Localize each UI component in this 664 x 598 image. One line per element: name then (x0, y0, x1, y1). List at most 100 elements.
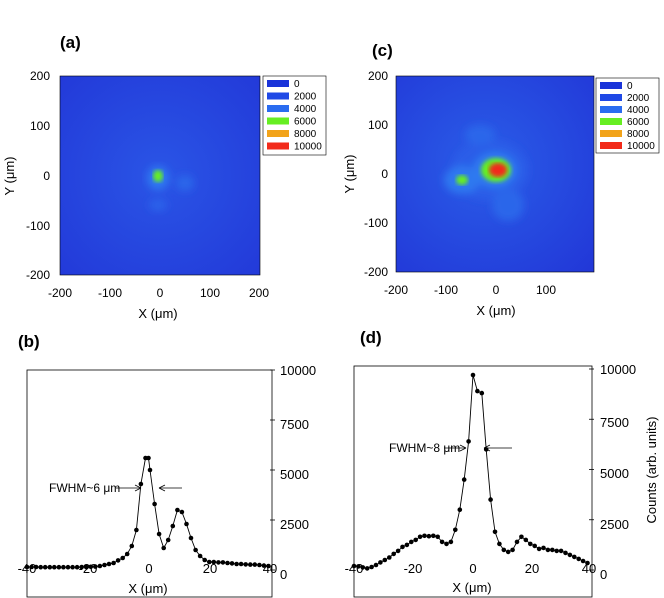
data-point (492, 529, 498, 535)
data-point (220, 560, 226, 565)
data-point (252, 562, 258, 567)
data-point (448, 539, 454, 545)
data-point (479, 390, 485, 396)
x-axis-title: X (μm) (138, 306, 177, 321)
x-tick-label: 100 (536, 283, 556, 297)
data-point (356, 564, 361, 569)
data-point (216, 560, 221, 565)
data-point (24, 564, 30, 570)
y-tick-label: 5000 (600, 466, 629, 481)
legend-label: 2000 (627, 93, 650, 104)
data-point (373, 562, 379, 568)
data-point (536, 546, 542, 552)
data-point (152, 501, 157, 507)
data-point (111, 560, 116, 566)
data-point (74, 564, 80, 570)
x-tick-label: 20 (525, 561, 539, 576)
data-point (29, 564, 34, 570)
y-tick-label: 100 (368, 118, 388, 132)
panel-label-b: (b) (18, 332, 40, 351)
plot-d-frame (353, 365, 593, 598)
y-tick-label: -100 (364, 216, 388, 230)
data-point (124, 551, 130, 557)
legend-swatch (267, 92, 289, 100)
data-point (426, 533, 432, 539)
legend-swatch (600, 118, 622, 125)
profile-line-b (27, 457, 269, 568)
data-point (382, 557, 388, 563)
data-point (554, 548, 559, 554)
data-point (541, 545, 546, 551)
legend-label: 6000 (627, 117, 650, 128)
legend-swatch (267, 142, 289, 150)
data-point (79, 564, 84, 570)
data-point (61, 564, 66, 570)
data-point (501, 547, 507, 553)
data-point (56, 564, 62, 570)
data-point (387, 555, 392, 560)
data-point (523, 537, 529, 543)
data-point (197, 553, 203, 559)
heatmap-a-peak (153, 170, 163, 182)
x-tick-label: 0 (145, 561, 152, 576)
x-tick-label: -100 (434, 283, 458, 297)
data-point (120, 555, 125, 561)
x-axis-title: X (μm) (476, 303, 515, 318)
data-point (395, 548, 401, 554)
x-tick-label: 20 (203, 561, 217, 576)
y-tick-label: 10000 (280, 363, 316, 378)
data-point (409, 539, 414, 545)
panel-label-a: (a) (60, 33, 81, 52)
data-point (422, 533, 427, 539)
data-point (488, 497, 493, 502)
data-point (42, 564, 48, 570)
y-tick-label: 2500 (280, 517, 309, 532)
y-axis-title: Y (μm) (342, 154, 357, 193)
y-tick-label: 5000 (280, 467, 309, 482)
y-tick-label: -200 (364, 265, 388, 279)
data-point (369, 564, 374, 570)
line-chart-d: 0 2500 5000 7500 10000 -40 -20 0 20 40 X… (345, 362, 659, 598)
fwhm-annotation: FWHM~6 μm (49, 481, 120, 495)
panel-label-c: (c) (372, 41, 393, 60)
data-point (505, 549, 511, 555)
heatmap-a (59, 75, 261, 276)
profile-line-d (353, 374, 588, 569)
data-point (93, 564, 98, 569)
heatmap-c-axes: 200 100 0 -100 -200 -200 -100 0 100 X (μ… (342, 69, 556, 318)
legend-swatch (600, 106, 622, 113)
data-point (170, 523, 176, 529)
legend-swatch (267, 105, 289, 112)
data-point (514, 539, 520, 545)
y-tick-label: 0 (600, 567, 607, 582)
data-point (70, 564, 75, 570)
x-tick-label: -200 (48, 286, 72, 300)
x-tick-label: -200 (384, 283, 408, 297)
data-point (431, 533, 436, 539)
y-tick-label: 200 (368, 69, 388, 83)
legend-label: 8000 (294, 129, 317, 140)
data-point (134, 527, 139, 533)
data-point (83, 564, 89, 570)
data-point (580, 558, 586, 564)
data-point (461, 477, 467, 482)
x-tick-label: 0 (157, 286, 164, 300)
x-tick-label: -100 (98, 286, 122, 300)
data-point (351, 563, 357, 569)
legend-swatch (600, 94, 622, 101)
data-point (378, 560, 383, 565)
data-point (266, 563, 271, 569)
y-tick-label: 200 (30, 69, 50, 83)
fwhm-annotation: FWHM~8 μm (389, 441, 460, 455)
data-point (188, 535, 194, 541)
heatmap-a-axes: 200 100 0 -100 -200 -200 -100 0 100 200 … (2, 69, 269, 321)
heatmap-c-peaks (456, 158, 511, 185)
data-point (466, 439, 471, 444)
y-tick-label: 100 (30, 119, 50, 133)
x-tick-label: 40 (263, 561, 277, 576)
y-tick-label: -100 (26, 219, 50, 233)
data-point (115, 558, 121, 563)
data-point (243, 562, 248, 567)
data-point (558, 548, 564, 554)
